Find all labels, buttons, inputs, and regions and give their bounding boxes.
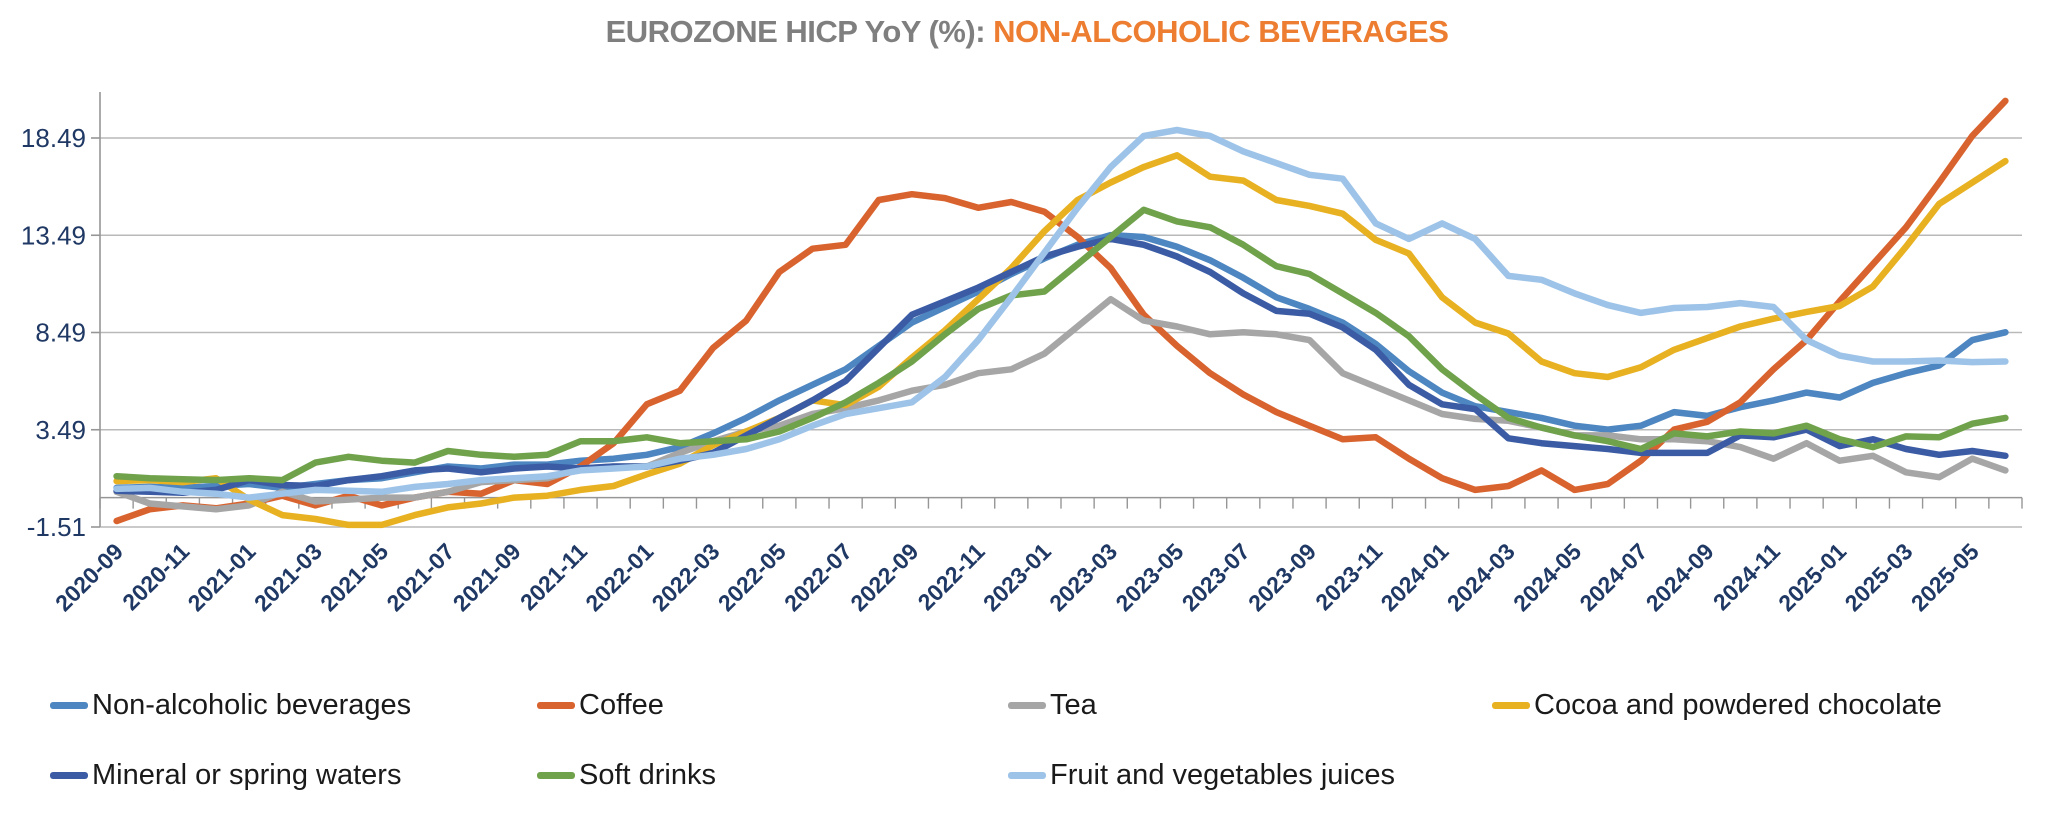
x-axis-tick-label: 2024-09 (1641, 538, 1719, 616)
x-axis-tick-label: 2022-05 (713, 538, 791, 616)
chart-title-highlight: NON-ALCOHOLIC BEVERAGES (993, 14, 1449, 49)
x-axis-tick-label: 2020-09 (50, 538, 128, 616)
legend-item-tea: Tea (1008, 688, 1097, 722)
x-axis-tick-label: 2023-03 (1044, 538, 1122, 616)
legend-label: Mineral or spring waters (92, 758, 402, 791)
legend-item-soft-drinks: Soft drinks (537, 758, 716, 792)
series-line-fruit-and-vegetables-juices (113, 126, 2009, 501)
x-axis-tick-label: 2022-03 (647, 538, 725, 616)
x-axis-tick-label: 2024-11 (1708, 538, 1785, 615)
x-axis-tick-label: 2021-09 (448, 538, 526, 616)
x-axis-tick-label: 2021-05 (315, 538, 393, 616)
legend-label: Coffee (579, 688, 664, 721)
legend-item-coffee: Coffee (537, 688, 664, 722)
legend-label: Non-alcoholic beverages (92, 688, 412, 721)
series-line-soft-drinks (113, 206, 2009, 484)
x-axis-tick-label: 2022-07 (779, 538, 857, 616)
series-line-mineral-or-spring-waters (113, 235, 2009, 497)
x-axis-tick-label: 2023-11 (1310, 538, 1387, 615)
y-axis-tick-label: 8.49 (35, 318, 86, 348)
chart-title: EUROZONE HICP YoY (%): NON-ALCOHOLIC BEV… (0, 14, 2054, 50)
legend-marker (50, 701, 88, 709)
legend-marker (1008, 771, 1046, 779)
x-axis-tick-label: 2025-03 (1839, 538, 1917, 616)
x-axis-tick-label: 2022-09 (845, 538, 923, 616)
x-axis-tick-label: 2021-03 (249, 538, 327, 616)
x-axis-tick-label: 2025-05 (1906, 538, 1984, 616)
series-line-coffee (113, 97, 2009, 525)
legend-item-cocoa-and-powdered-chocolate: Cocoa and powdered chocolate (1492, 688, 1942, 722)
x-axis-tick-label: 2021-11 (515, 538, 592, 615)
x-axis-tick-label: 2023-05 (1110, 538, 1188, 616)
x-axis-tick-label: 2021-01 (183, 538, 261, 616)
chart-canvas: -1.513.498.4913.4918.492020-092020-11202… (21, 92, 2023, 616)
x-axis-tick-label: 2022-01 (580, 538, 658, 616)
series-line-non-alcoholic-beverages (113, 231, 2009, 492)
legend-label: Fruit and vegetables juices (1050, 758, 1395, 791)
x-axis-tick-label: 2021-07 (381, 538, 459, 616)
x-axis-tick-label: 2024-07 (1574, 538, 1652, 616)
y-axis-tick-label: 18.49 (21, 123, 86, 153)
legend-marker (50, 771, 88, 779)
chart-title-prefix: EUROZONE HICP YoY (%): (605, 14, 994, 49)
legend-marker (1008, 701, 1046, 709)
x-axis-tick-label: 2023-01 (978, 538, 1056, 616)
series-line-cocoa-and-powdered-chocolate (113, 152, 2009, 529)
legend-label: Soft drinks (579, 758, 716, 791)
x-axis-tick-label: 2023-07 (1177, 538, 1255, 616)
series-line-tea (113, 295, 2009, 513)
y-axis-tick-label: -1.51 (27, 512, 86, 542)
x-axis-tick-label: 2020-11 (117, 538, 194, 615)
legend-label: Cocoa and powdered chocolate (1534, 688, 1942, 721)
legend-marker (537, 701, 575, 709)
x-axis-tick-label: 2024-03 (1442, 538, 1520, 616)
y-axis-tick-label: 13.49 (21, 220, 86, 250)
x-axis-tick-label: 2024-01 (1376, 538, 1454, 616)
y-axis-tick-label: 3.49 (35, 415, 86, 445)
x-axis-tick-label: 2022-11 (913, 538, 990, 615)
x-axis-tick-label: 2023-09 (1243, 538, 1321, 616)
legend-marker (537, 771, 575, 779)
legend-item-non-alcoholic-beverages: Non-alcoholic beverages (50, 688, 411, 722)
legend-item-fruit-and-vegetables-juices: Fruit and vegetables juices (1008, 758, 1395, 792)
x-axis-tick-label: 2025-01 (1773, 538, 1851, 616)
legend-marker (1492, 701, 1530, 709)
x-axis-tick-label: 2024-05 (1508, 538, 1586, 616)
legend-item-mineral-or-spring-waters: Mineral or spring waters (50, 758, 401, 792)
legend-label: Tea (1050, 688, 1097, 721)
